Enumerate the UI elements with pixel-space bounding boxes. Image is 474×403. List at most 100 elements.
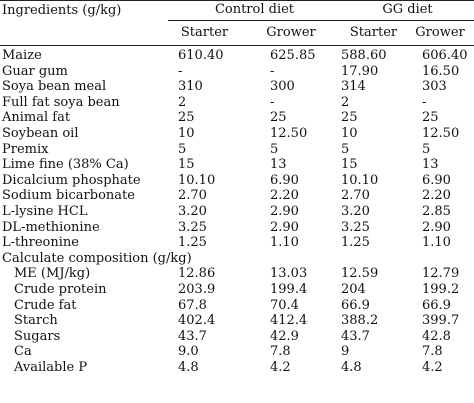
row-label: Dicalcium phosphate [2, 172, 141, 188]
table-row: Maize 610.40 625.85 588.60 606.40 [0, 46, 474, 64]
control-grower-value: 12.50 [270, 125, 308, 141]
gg-grower-value: 12.79 [422, 266, 460, 282]
table-row: Starch 402.4 412.4 388.2 399.7 [0, 313, 474, 329]
row-label: Soya bean meal [2, 79, 107, 95]
control-starter-value: 203.9 [178, 281, 216, 297]
control-grower-value: 1.10 [270, 235, 299, 251]
row-label: Full fat soya bean [2, 94, 120, 110]
row-label: L-lysine HCL [2, 203, 88, 219]
control-starter-value: 2 [178, 94, 187, 110]
control-grower-value: 7.8 [270, 344, 291, 360]
gg-grower-header: Grower [406, 20, 474, 46]
table-row: Animal fat 25 25 25 25 [0, 110, 474, 126]
table-row: Guar gum - - 17.90 16.50 [0, 64, 474, 80]
control-grower-value: 5 [270, 141, 279, 157]
gg-starter-value: 12.59 [341, 266, 379, 282]
control-starter-value: 10.10 [178, 172, 216, 188]
gg-grower-value: 4.2 [422, 359, 443, 375]
control-starter-value: 5 [178, 141, 187, 157]
control-grower-value: 6.90 [270, 172, 299, 188]
gg-starter-value: 2.70 [341, 188, 370, 204]
gg-starter-value: 1.25 [341, 235, 370, 251]
control-starter-header: Starter [168, 20, 241, 46]
gg-grower-value: 2.20 [422, 188, 451, 204]
gg-starter-value: 10 [341, 125, 358, 141]
control-starter-value: 4.8 [178, 359, 199, 375]
control-grower-value: 4.2 [270, 359, 291, 375]
gg-grower-value: 7.8 [422, 344, 443, 360]
gg-starter-value: 43.7 [341, 328, 370, 344]
table-row: Soya bean meal 310 300 314 303 [0, 79, 474, 95]
control-grower-value: - [270, 63, 275, 79]
control-starter-value: 67.8 [178, 297, 207, 313]
control-grower-value: 2.90 [270, 203, 299, 219]
control-starter-value: 43.7 [178, 328, 207, 344]
composition-header-row: Calculate composition (g/kg) [0, 251, 474, 267]
control-grower-value: 412.4 [270, 313, 308, 329]
table-row: L-lysine HCL 3.20 2.90 3.20 2.85 [0, 204, 474, 220]
row-label: Sugars [14, 328, 61, 344]
control-grower-value: 625.85 [270, 48, 316, 63]
header-row-phases: Starter Grower Starter Grower [0, 20, 474, 46]
table-row: L-threonine 1.25 1.10 1.25 1.10 [0, 235, 474, 251]
composition-section: Calculate composition (g/kg) [0, 251, 474, 267]
table-row: Lime fine (38% Ca) 15 13 15 13 [0, 157, 474, 173]
composition-header: Calculate composition (g/kg) [2, 250, 192, 266]
gg-grower-value: 12.50 [422, 125, 460, 141]
gg-starter-value: 4.8 [341, 359, 362, 375]
control-grower-value: - [270, 94, 275, 110]
gg-starter-header: Starter [341, 20, 406, 46]
table-row: Full fat soya bean 2 - 2 - [0, 95, 474, 111]
row-label: Maize [2, 48, 42, 63]
gg-grower-value: 606.40 [422, 48, 468, 63]
table-row: Premix 5 5 5 5 [0, 142, 474, 158]
row-label: DL-methionine [2, 219, 100, 235]
table-row: ME (MJ/kg) 12.86 13.03 12.59 12.79 [0, 266, 474, 282]
gg-grower-value: 42.8 [422, 328, 451, 344]
table-row: Crude protein 203.9 199.4 204 199.2 [0, 282, 474, 298]
gg-starter-value: 66.9 [341, 297, 370, 313]
gg-starter-value: 588.60 [341, 48, 387, 63]
control-grower-value: 2.90 [270, 219, 299, 235]
row-label: Lime fine (38% Ca) [2, 157, 129, 173]
table-row: DL-methionine 3.25 2.90 3.25 2.90 [0, 220, 474, 236]
gg-grower-value: 399.7 [422, 313, 460, 329]
gg-diet-header: GG diet [341, 0, 474, 21]
gg-starter-value: 388.2 [341, 313, 379, 329]
control-starter-value: 3.20 [178, 203, 207, 219]
gg-grower-value: 2.85 [422, 203, 451, 219]
gg-starter-value: 15 [341, 157, 358, 173]
gg-grower-value: 13 [422, 157, 439, 173]
gg-starter-value: 204 [341, 281, 366, 297]
gg-starter-value: 5 [341, 141, 350, 157]
gg-grower-value: 6.90 [422, 172, 451, 188]
gg-grower-value: 5 [422, 141, 431, 157]
table-row: Sodium bicarbonate 2.70 2.20 2.70 2.20 [0, 188, 474, 204]
control-starter-value: 9.0 [178, 344, 199, 360]
table-row: Sugars 43.7 42.9 43.7 42.8 [0, 329, 474, 345]
row-label: Guar gum [2, 63, 68, 79]
ingredients-column-header: Ingredients (g/kg) [0, 0, 168, 46]
row-label: Starch [14, 313, 58, 329]
control-grower-value: 2.20 [270, 188, 299, 204]
control-starter-value: 10 [178, 125, 195, 141]
gg-starter-value: 9 [341, 344, 350, 360]
gg-starter-value: 3.25 [341, 219, 370, 235]
table-row: Soybean oil 10 12.50 10 12.50 [0, 126, 474, 142]
control-starter-value: 15 [178, 157, 195, 173]
gg-starter-value: 2 [341, 94, 350, 110]
gg-grower-value: 1.10 [422, 235, 451, 251]
control-starter-value: 3.25 [178, 219, 207, 235]
composition-rows: ME (MJ/kg) 12.86 13.03 12.59 12.79 Crude prot… [0, 266, 474, 375]
ingredient-rows: Maize 610.40 625.85 588.60 606.40 Guar gum - - 1… [0, 46, 474, 251]
gg-grower-value: 303 [422, 79, 447, 95]
gg-starter-value: 25 [341, 110, 358, 126]
gg-grower-value: 199.2 [422, 281, 460, 297]
table-row: Crude fat 67.8 70.4 66.9 66.9 [0, 298, 474, 314]
gg-starter-value: 10.10 [341, 172, 379, 188]
control-starter-value: 1.25 [178, 235, 207, 251]
control-starter-value: 610.40 [178, 48, 224, 63]
gg-grower-value: - [422, 94, 427, 110]
table-row: Available P 4.8 4.2 4.8 4.2 [0, 360, 474, 376]
